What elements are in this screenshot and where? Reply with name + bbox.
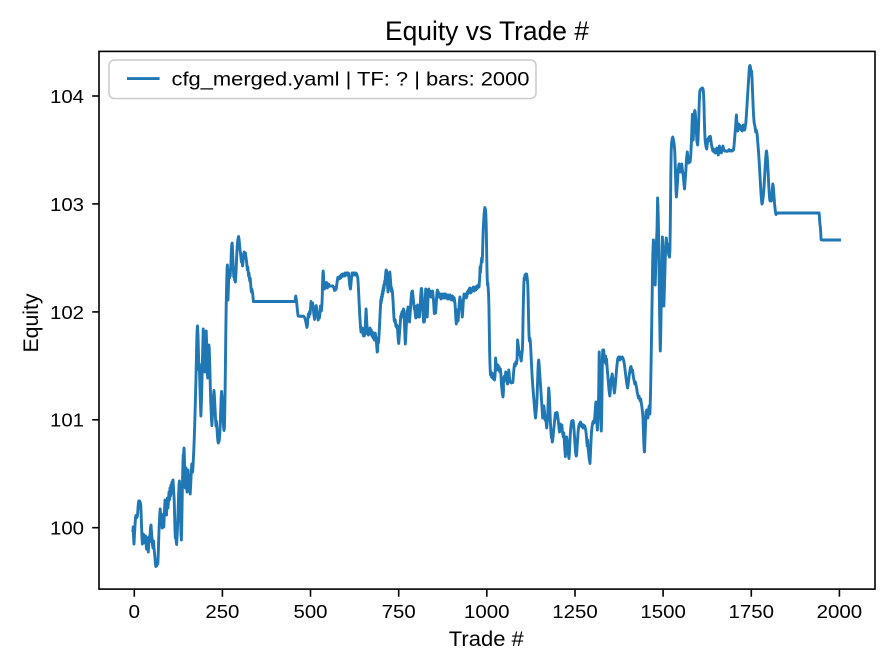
svg-text:1250: 1250 [552,601,598,622]
svg-text:1500: 1500 [640,601,686,622]
svg-text:250: 250 [205,601,239,622]
svg-text:101: 101 [50,410,84,431]
svg-text:750: 750 [382,601,416,622]
svg-text:Equity: Equity [19,293,43,352]
svg-text:Trade #: Trade # [449,627,524,651]
svg-text:103: 103 [50,194,84,215]
svg-text:cfg_merged.yaml | TF: ? | bars: cfg_merged.yaml | TF: ? | bars: 2000 [172,69,530,91]
svg-text:2000: 2000 [817,601,863,622]
svg-text:1750: 1750 [729,601,775,622]
svg-text:1000: 1000 [464,601,510,622]
svg-text:0: 0 [129,601,141,622]
svg-text:104: 104 [50,86,84,107]
svg-text:500: 500 [294,601,328,622]
svg-text:Equity vs Trade #: Equity vs Trade # [385,16,589,46]
svg-text:102: 102 [50,302,84,323]
svg-text:100: 100 [50,518,84,539]
